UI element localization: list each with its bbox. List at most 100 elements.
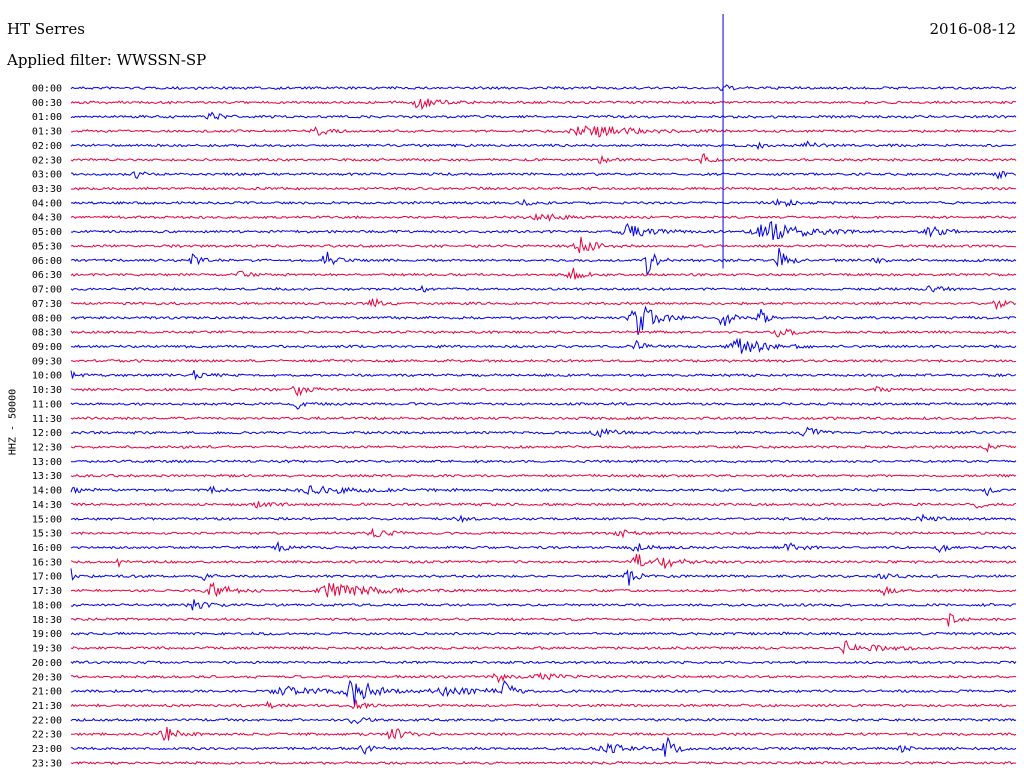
- row-time-label: 17:30: [32, 586, 62, 597]
- filter-label: Applied filter: WWSSN-SP: [7, 51, 207, 69]
- row-time-label: 05:00: [32, 227, 62, 238]
- row-time-label: 01:00: [32, 112, 62, 123]
- trace-2330: [70, 760, 1016, 765]
- trace-0800: [70, 305, 1017, 336]
- row-time-label: 13:00: [32, 457, 62, 468]
- row-time-label: 03:30: [32, 184, 62, 195]
- row-time-label: 14:00: [32, 486, 62, 497]
- trace-1400: [70, 485, 1017, 497]
- row-time-label: 18:30: [32, 615, 62, 626]
- trace-2000: [70, 660, 1017, 665]
- row-time-label: 09:00: [32, 342, 62, 353]
- trace-2200: [70, 717, 1017, 725]
- trace-2100: [70, 679, 1017, 706]
- trace-0230: [70, 152, 1017, 165]
- row-time-label: 09:30: [32, 356, 62, 367]
- trace-1830: [70, 612, 1017, 627]
- trace-0030: [70, 98, 1017, 111]
- row-time-label: 14:30: [32, 500, 62, 511]
- row-time-label: 20:00: [32, 658, 62, 669]
- row-time-label: 15:30: [32, 529, 62, 540]
- row-time-label: 07:00: [32, 285, 62, 296]
- trace-1900: [70, 631, 1017, 636]
- station-title: HT Serres: [7, 20, 85, 38]
- trace-1130: [70, 416, 1017, 421]
- row-time-label: 07:30: [32, 299, 62, 310]
- row-time-label: 11:30: [32, 414, 62, 425]
- row-time-label: 04:00: [32, 198, 62, 209]
- trace-0530: [70, 236, 1017, 254]
- trace-0000: [70, 84, 1017, 91]
- row-time-label: 22:00: [32, 715, 62, 726]
- row-time-label: 02:30: [32, 155, 62, 166]
- row-time-label: 20:30: [32, 672, 62, 683]
- trace-1100: [70, 401, 1017, 410]
- trace-0830: [70, 328, 1017, 338]
- trace-0900: [70, 337, 1017, 354]
- row-time-label: 15:00: [32, 514, 62, 525]
- trace-0930: [70, 358, 1017, 364]
- trace-0430: [70, 212, 1017, 222]
- date-label: 2016-08-12: [929, 20, 1016, 38]
- row-time-label: 23:00: [32, 744, 62, 755]
- row-time-label: 06:00: [32, 256, 62, 267]
- trace-0400: [70, 197, 1017, 208]
- row-time-label: 19:30: [32, 644, 62, 655]
- trace-0700: [70, 284, 1017, 293]
- row-time-label: 12:00: [32, 428, 62, 439]
- trace-1700: [70, 568, 1017, 586]
- row-time-label: 00:00: [32, 84, 62, 95]
- row-time-label: 16:00: [32, 543, 62, 554]
- trace-2300: [70, 736, 1017, 757]
- trace-1330: [70, 473, 1017, 478]
- trace-1800: [70, 599, 1016, 611]
- trace-1200: [70, 426, 1017, 438]
- trace-0100: [70, 111, 1017, 121]
- row-time-label: 00:30: [32, 98, 62, 109]
- row-time-label: 08:30: [32, 328, 62, 339]
- row-time-label: 21:30: [32, 701, 62, 712]
- trace-1030: [70, 385, 1017, 397]
- trace-1730: [70, 581, 1017, 598]
- trace-1000: [70, 370, 1017, 381]
- trace-2130: [70, 699, 1017, 710]
- trace-2230: [70, 726, 1017, 742]
- trace-0500: [70, 220, 1017, 241]
- row-time-label: 10:30: [32, 385, 62, 396]
- row-time-label: 06:30: [32, 270, 62, 281]
- trace-1500: [70, 513, 1017, 524]
- trace-1430: [70, 501, 1017, 509]
- trace-2030: [70, 672, 1016, 684]
- trace-0200: [70, 140, 1016, 151]
- row-time-label: 13:30: [32, 471, 62, 482]
- trace-0130: [70, 125, 1017, 138]
- row-time-label: 04:30: [32, 213, 62, 224]
- trace-1530: [70, 527, 1017, 539]
- row-time-label: 18:00: [32, 600, 62, 611]
- trace-1300: [70, 459, 1017, 464]
- row-time-label: 19:00: [32, 629, 62, 640]
- row-time-label: 22:30: [32, 730, 62, 741]
- trace-1630: [70, 554, 1017, 569]
- row-time-label: 12:30: [32, 443, 62, 454]
- row-time-label: 10:00: [32, 371, 62, 382]
- trace-0630: [70, 267, 1017, 280]
- trace-0600: [70, 247, 1017, 276]
- trace-0330: [70, 186, 1017, 191]
- row-time-label: 03:00: [32, 170, 62, 181]
- row-time-label: 21:00: [32, 687, 62, 698]
- row-time-label: 11:00: [32, 399, 62, 410]
- trace-1230: [70, 442, 1017, 453]
- row-time-label: 16:30: [32, 557, 62, 568]
- row-time-label: 02:00: [32, 141, 62, 152]
- trace-0730: [70, 297, 1017, 311]
- row-time-label: 08:00: [32, 313, 62, 324]
- trace-1930: [70, 640, 1017, 655]
- trace-0300: [70, 171, 1017, 180]
- row-time-label: 05:30: [32, 241, 62, 252]
- row-time-label: 17:00: [32, 572, 62, 583]
- row-time-label: 23:30: [32, 758, 62, 769]
- row-time-label: 01:30: [32, 127, 62, 138]
- trace-1600: [70, 540, 1017, 554]
